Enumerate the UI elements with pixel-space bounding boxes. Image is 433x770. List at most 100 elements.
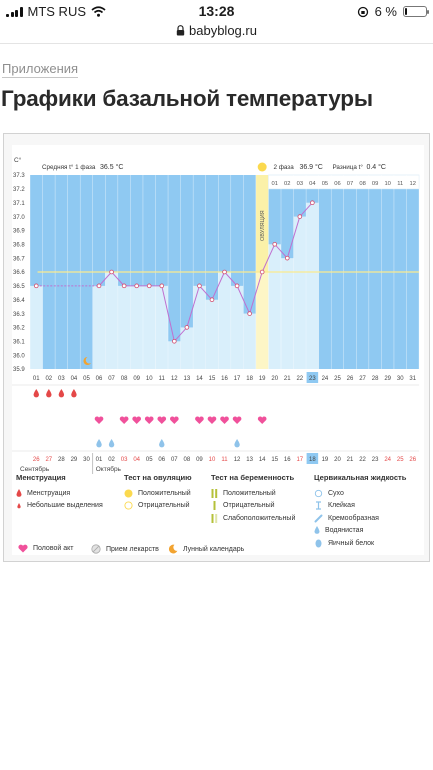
phase2-day-number: 03 — [297, 181, 303, 187]
temperature-point — [284, 255, 290, 261]
calendar-date: 09 — [196, 457, 203, 463]
cycle-day-number: 02 — [45, 376, 52, 382]
cellular-signal-icon — [6, 6, 23, 17]
cycle-day-number: 16 — [221, 376, 228, 382]
phase2-day-number: 02 — [284, 181, 290, 187]
divider — [0, 43, 433, 44]
temperature-point — [259, 269, 265, 275]
battery-icon — [403, 6, 429, 17]
temperature-point — [121, 283, 127, 289]
legend-label: Отрицательный — [223, 502, 275, 510]
temperature-bar — [105, 272, 118, 369]
temperature-point — [96, 283, 102, 289]
clock: 13:28 — [198, 3, 235, 19]
cycle-day-number: 15 — [209, 376, 216, 382]
y-tick-label: 36.7 — [13, 256, 25, 262]
legend-item: Отрицательный — [211, 500, 295, 513]
red-drop-icon — [16, 488, 22, 497]
intercourse-heart-icon — [232, 416, 242, 424]
calendar-date: 23 — [372, 457, 379, 463]
legend-item: Положительный — [211, 487, 295, 500]
temperature-point — [310, 200, 315, 206]
cycle-day-number: 25 — [334, 376, 341, 382]
intercourse-heart-icon — [207, 416, 217, 424]
legend-label: Половой акт — [33, 545, 74, 552]
legend-item: Слабоположительный — [211, 512, 295, 525]
calendar-date: 28 — [58, 457, 65, 463]
calendar-date: 13 — [246, 457, 253, 463]
legend-label: Водянистая — [325, 527, 364, 535]
legend-label: Прием лекарств — [106, 545, 159, 553]
cycle-day-number: 21 — [284, 376, 291, 382]
cycle-day-number: 18 — [246, 376, 253, 382]
cycle-day-number: 22 — [296, 376, 303, 382]
cycle-day-number: 01 — [33, 376, 40, 382]
legend-label: Положительный — [223, 489, 276, 497]
legend-lunar: Лунный календарь — [168, 544, 244, 554]
cycle-day-number: 07 — [108, 376, 115, 382]
temperature-point — [33, 283, 39, 289]
diff-label: Разница t° — [332, 163, 363, 171]
legend-item: Положительный — [124, 487, 192, 500]
menstruation-drop-icon — [33, 389, 39, 398]
temperature-point — [134, 283, 139, 289]
legend-label: Кремообразная — [328, 514, 379, 522]
address-bar[interactable]: babyblog.ru — [0, 20, 433, 40]
calendar-date: 19 — [322, 457, 329, 463]
calendar-date: 17 — [296, 457, 303, 463]
cycle-day-number: 11 — [159, 376, 166, 382]
legend-label: Слабоположительный — [223, 514, 296, 522]
calendar-date: 12 — [234, 457, 241, 463]
legend-label: Яичный белок — [328, 539, 375, 547]
temperature-point — [109, 269, 114, 275]
temperature-point — [172, 338, 177, 344]
cycle-day-number: 05 — [83, 376, 90, 382]
cervical-fluid-drop-icon — [234, 439, 240, 448]
calendar-date: 20 — [334, 457, 341, 463]
cycle-day-number: 19 — [259, 376, 266, 382]
calendar-date: 03 — [121, 457, 128, 463]
intercourse-heart-icon — [94, 416, 104, 424]
orientation-lock-icon — [357, 6, 368, 17]
y-tick-label: 36.5 — [13, 284, 25, 290]
legend-item: Сухо — [314, 487, 406, 500]
phase2-day-number: 12 — [410, 181, 416, 187]
cycle-day-number: 27 — [359, 376, 366, 382]
temperature-bar — [130, 285, 143, 369]
y-tick-label: 36.6 — [13, 270, 25, 276]
temperature-line — [274, 243, 288, 259]
legend-title: Цервикальная жидкость — [314, 473, 407, 482]
calendar-date: 25 — [397, 457, 404, 463]
cycle-day-number: 09 — [133, 376, 140, 382]
legend-item: Яичный белок — [314, 537, 406, 550]
lunar-calendar-marker — [83, 357, 91, 365]
category-link[interactable]: Приложения — [2, 61, 79, 78]
month-label: Октябрь — [96, 465, 122, 473]
calendar-date: 10 — [209, 457, 216, 463]
legend-item: Водянистая — [314, 525, 406, 538]
intercourse-heart-icon — [144, 416, 154, 424]
legend-item: Отрицательный — [124, 500, 192, 513]
legend-label: Сухо — [328, 489, 344, 497]
legend-label: Отрицательный — [138, 502, 190, 510]
temperature-point — [234, 283, 240, 289]
temperature-point — [159, 283, 165, 289]
phase2-day-number: 01 — [271, 181, 277, 187]
temperature-line — [173, 327, 188, 342]
calendar-date: 07 — [171, 457, 178, 463]
ovulation-label: ОВУЛЯЦИЯ — [260, 210, 266, 241]
phase2-day-number: 10 — [384, 181, 390, 187]
cycle-day-number: 06 — [96, 376, 103, 382]
cycle-day-number: 20 — [271, 376, 278, 382]
month-label: Сентябрь — [20, 465, 50, 473]
calendar-date: 01 — [96, 457, 103, 463]
double-bar-icon — [211, 488, 218, 498]
calendar-date: 24 — [384, 457, 391, 463]
cycle-day-number: 23 — [309, 376, 316, 382]
temperature-bar — [193, 285, 206, 369]
temperature-bar — [168, 341, 181, 369]
intercourse-heart-icon — [195, 416, 204, 424]
legend-label: Лунный календарь — [183, 545, 245, 553]
cycle-day-number: 24 — [322, 376, 329, 382]
temperature-line — [261, 244, 276, 273]
